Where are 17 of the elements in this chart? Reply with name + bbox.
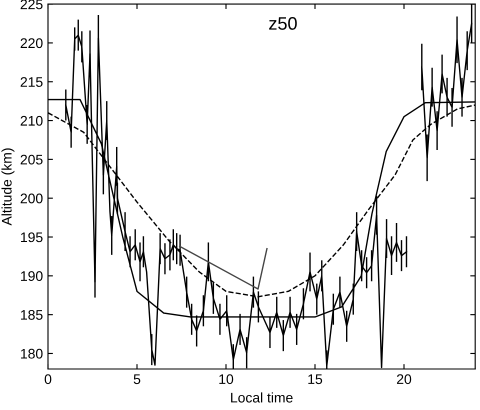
y-tick-label: 195	[21, 232, 43, 242]
annotation: z50	[269, 17, 297, 30]
y-axis-title: Altitude (km)	[1, 148, 14, 226]
x-axis-title: Local time	[231, 392, 293, 403]
y-tick-label: 190	[21, 271, 43, 282]
x-tick-label: 15	[308, 374, 322, 384]
y-tick-label: 210	[20, 116, 43, 126]
x-tick-label: 10	[219, 374, 234, 384]
y-tick-label: 215	[20, 77, 43, 87]
y-tick-label: 185	[21, 310, 43, 320]
y-tick-label: 205	[20, 154, 43, 165]
x-tick-label: 20	[396, 374, 412, 384]
y-tick-label: 200	[20, 194, 43, 204]
x-tick-label: 0	[44, 374, 52, 384]
y-tick-label: 220	[20, 38, 43, 48]
y-tick-label: 180	[21, 348, 43, 359]
x-tick-label: 5	[134, 374, 140, 384]
